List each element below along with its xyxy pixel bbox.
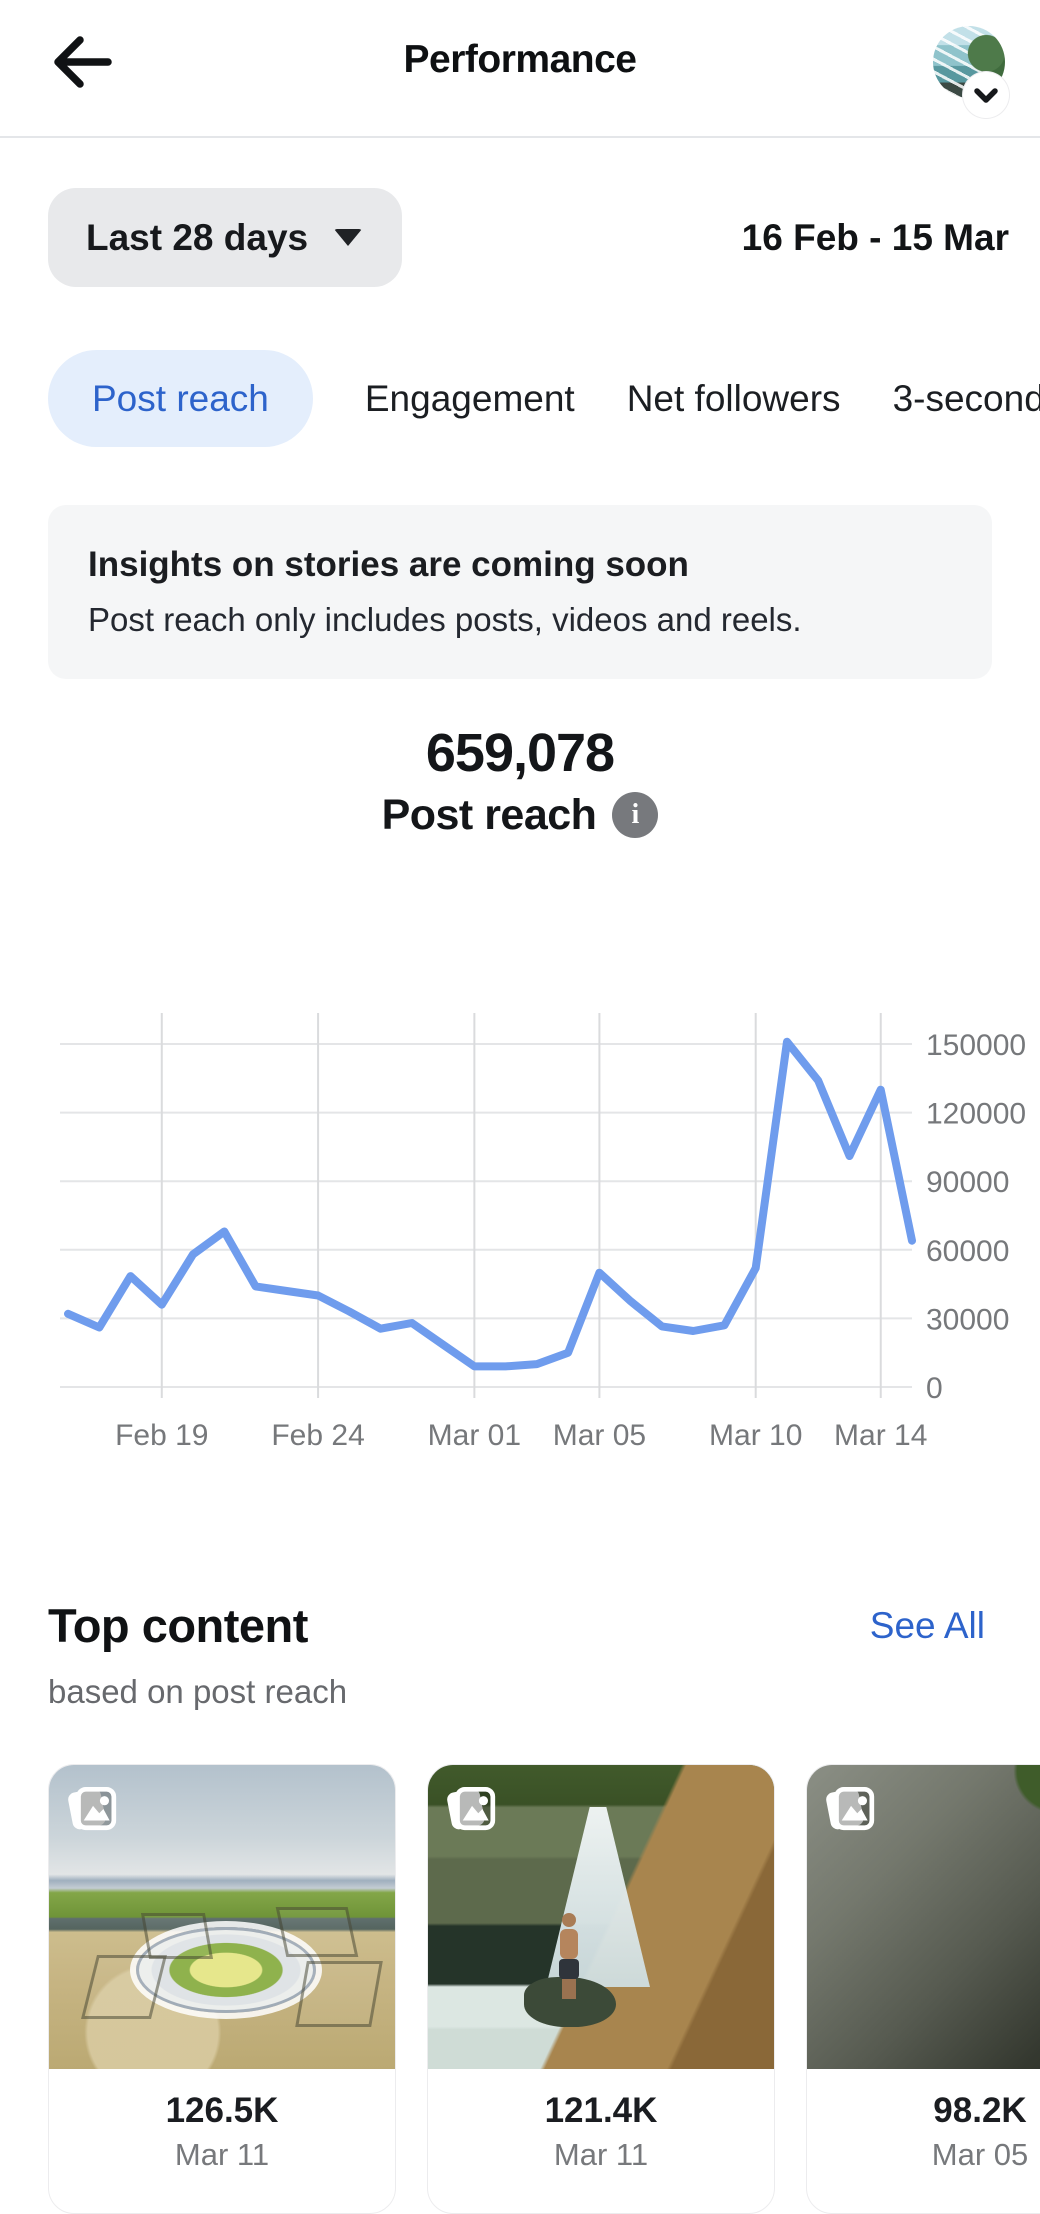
- card-reach-value: 98.2K: [933, 2091, 1027, 2130]
- top-content-subtitle: based on post reach: [48, 1673, 348, 1710]
- card-reach-value: 126.5K: [165, 2091, 279, 2130]
- chevron-down-icon: [963, 72, 1009, 118]
- post-thumbnail: [49, 1765, 395, 2069]
- date-range-selector[interactable]: Last 28 days: [48, 188, 403, 287]
- svg-text:60000: 60000: [926, 1235, 1009, 1268]
- photo-stack-icon: [823, 1781, 877, 1835]
- top-content-cards: 126.5K Mar 11 121.4K Mar 11: [48, 1764, 1040, 2214]
- svg-text:120000: 120000: [926, 1098, 1026, 1131]
- svg-text:Mar 10: Mar 10: [709, 1419, 802, 1452]
- card-reach-value: 121.4K: [544, 2091, 658, 2130]
- post-thumbnail: [807, 1765, 1040, 2069]
- tab-post-reach[interactable]: Post reach: [48, 350, 313, 447]
- stories-notice: Insights on stories are coming soon Post…: [48, 505, 992, 679]
- content-card-1[interactable]: 126.5K Mar 11: [48, 1764, 396, 2214]
- see-all-link[interactable]: See All: [869, 1605, 985, 1646]
- back-button[interactable]: [48, 32, 116, 92]
- caret-down-icon: [334, 229, 363, 246]
- metric-value: 659,078: [425, 723, 615, 783]
- tab-engagement[interactable]: Engagement: [364, 377, 575, 419]
- svg-text:90000: 90000: [926, 1166, 1009, 1199]
- top-content-header: Top content See All: [48, 1598, 985, 1654]
- card-date: Mar 05: [931, 2137, 1029, 2172]
- svg-text:Mar 01: Mar 01: [428, 1419, 521, 1452]
- metric-summary: 659,078 Post reach i: [0, 723, 1040, 841]
- svg-text:Feb 24: Feb 24: [271, 1419, 364, 1452]
- svg-text:Mar 14: Mar 14: [834, 1419, 927, 1452]
- page-title: Performance: [403, 38, 637, 81]
- photo-stack-icon: [65, 1781, 119, 1835]
- svg-text:150000: 150000: [926, 1029, 1026, 1062]
- notice-title: Insights on stories are coming soon: [88, 545, 689, 584]
- post-thumbnail: [428, 1765, 774, 2069]
- back-arrow-icon: [48, 36, 116, 95]
- photo-stack-icon: [444, 1781, 498, 1835]
- info-icon[interactable]: i: [612, 792, 659, 838]
- svg-text:0: 0: [926, 1372, 943, 1405]
- header: Performance: [0, 0, 1040, 138]
- account-switcher[interactable]: [933, 26, 1009, 118]
- svg-text:Feb 19: Feb 19: [115, 1419, 208, 1452]
- tab-net-followers[interactable]: Net followers: [626, 377, 841, 419]
- date-range-text: 16 Feb - 15 Mar: [741, 216, 1009, 258]
- tab-3-second-views[interactable]: 3-second views: [893, 378, 1040, 420]
- field-seal-decoration: [136, 1927, 316, 2013]
- controls-row: Last 28 days 16 Feb - 15 Mar: [48, 188, 1009, 287]
- line-chart: 0 30000 60000 90000 120000 150000 Feb 19 Feb 24…: [60, 1013, 1026, 1452]
- content-card-3[interactable]: 98.2K Mar 05: [806, 1764, 1040, 2214]
- notice-body: Post reach only includes posts, videos a…: [88, 601, 802, 638]
- card-date: Mar 11: [553, 2137, 649, 2172]
- top-content-title: Top content: [48, 1599, 308, 1652]
- metric-tabs: Post reach Engagement Net followers 3-se…: [48, 350, 1040, 447]
- post-reach-chart: 0 30000 60000 90000 120000 150000 Feb 19 Feb 24…: [0, 995, 1040, 1465]
- card-date: Mar 11: [174, 2137, 270, 2172]
- content-card-2[interactable]: 121.4K Mar 11: [427, 1764, 775, 2214]
- person-silhouette: [556, 1913, 582, 1999]
- date-range-selector-label: Last 28 days: [86, 216, 309, 258]
- metric-label: Post reach: [381, 790, 597, 839]
- svg-text:Mar 05: Mar 05: [553, 1419, 646, 1452]
- svg-text:30000: 30000: [926, 1303, 1009, 1336]
